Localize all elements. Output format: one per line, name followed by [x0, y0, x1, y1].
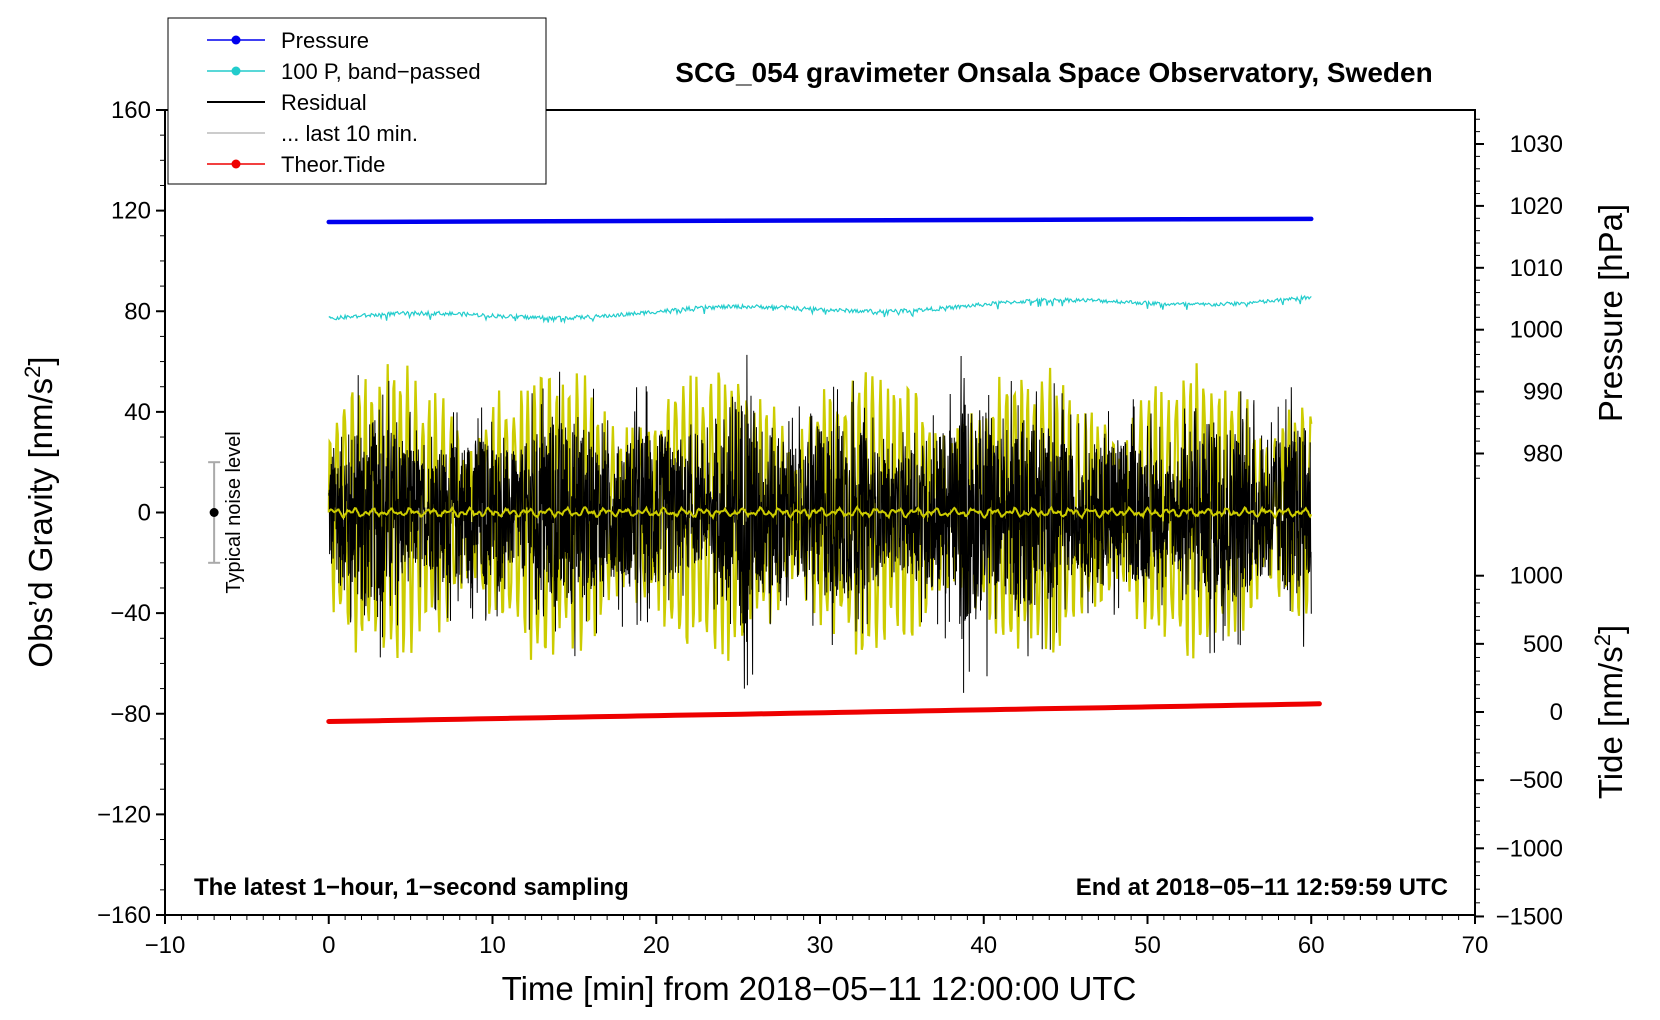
- y-left-tick-label: −120: [97, 801, 151, 828]
- tide-tick-label: −1500: [1496, 903, 1563, 930]
- x-tick-label: 70: [1462, 932, 1489, 959]
- y-axis-label-pressure: Pressure [hPa]: [1592, 204, 1629, 422]
- annotation-end-time: End at 2018−05−11 12:59:59 UTC: [1076, 874, 1448, 901]
- y-left-tick-label: 80: [124, 298, 151, 325]
- y-left-tick-label: −160: [97, 902, 151, 929]
- legend-label: Theor.Tide: [281, 152, 385, 177]
- legend-label: Residual: [281, 90, 367, 115]
- y-axis-label-left-text: Obs’d Gravity [nm/s: [22, 378, 59, 668]
- y-axis-label-left: Obs’d Gravity [nm/s2]: [20, 356, 59, 667]
- y-left-tick-label: 40: [124, 399, 151, 426]
- x-tick-label: 10: [479, 932, 506, 959]
- legend-marker: [232, 36, 241, 45]
- tide-tick-label: −500: [1509, 767, 1563, 794]
- noise-level-indicator: Typical noise level: [208, 431, 245, 593]
- pressure-tick-label: 990: [1523, 379, 1563, 406]
- legend-label: Pressure: [281, 28, 369, 53]
- series-band-passed-pressure: [329, 296, 1312, 322]
- series-pressure: [329, 219, 1312, 222]
- y-axis-label-tide-text: Tide [nm/s: [1592, 646, 1629, 799]
- x-tick-label: −10: [145, 932, 186, 959]
- y-axis-label-tide-close: ]: [1592, 625, 1629, 634]
- pressure-tick-label: 1010: [1510, 255, 1563, 282]
- chart-title: SCG_054 gravimeter Onsala Space Observat…: [675, 57, 1432, 88]
- gravimeter-chart: −10 0 10 20 30 40 50 60 7016012080400−40−80−120−…: [0, 0, 1660, 1020]
- y-axis-label-tide-exponent: 2: [1590, 634, 1615, 646]
- y-axis-label-left-close: ]: [22, 356, 59, 365]
- x-tick-label: 40: [970, 932, 997, 959]
- series-theoretical-tide: [329, 704, 1320, 722]
- noise-level-label: Typical noise level: [223, 431, 245, 593]
- x-axis-label: Time [min] from 2018−05−11 12:00:00 UTC: [502, 970, 1137, 1007]
- pressure-tick-label: 1020: [1510, 193, 1563, 220]
- legend-marker: [232, 67, 241, 76]
- noise-level-dot: [210, 508, 219, 517]
- trace-layer: [329, 219, 1320, 722]
- tide-tick-label: 1000: [1510, 563, 1563, 590]
- y-left-tick-label: 0: [138, 500, 151, 527]
- tide-tick-label: 0: [1550, 699, 1563, 726]
- tide-tick-label: 500: [1523, 631, 1563, 658]
- x-tick-label: 50: [1134, 932, 1161, 959]
- x-tick-label: 0: [322, 932, 335, 959]
- legend-label: 100 P, band−passed: [281, 59, 481, 84]
- x-tick-label: 60: [1298, 932, 1325, 959]
- pressure-tick-label: 1000: [1510, 317, 1563, 344]
- y-left-tick-label: −80: [110, 701, 151, 728]
- tide-tick-label: −1000: [1496, 835, 1563, 862]
- legend-label: ... last 10 min.: [281, 121, 418, 146]
- y-axis-label-left-exponent: 2: [20, 366, 45, 378]
- x-tick-label: 20: [643, 932, 670, 959]
- legend: Pressure 100 P, band−passed Residual ... la…: [168, 18, 546, 184]
- y-left-tick-label: 120: [111, 198, 151, 225]
- legend-marker: [232, 160, 241, 169]
- y-axis-label-tide: Tide [nm/s2]: [1590, 625, 1629, 799]
- x-tick-label: 30: [807, 932, 834, 959]
- pressure-tick-label: 980: [1523, 441, 1563, 468]
- y-left-tick-label: −40: [110, 600, 151, 627]
- y-left-tick-label: 160: [111, 97, 151, 124]
- annotation-sampling: The latest 1−hour, 1−second sampling: [194, 874, 629, 901]
- pressure-tick-label: 1030: [1510, 131, 1563, 158]
